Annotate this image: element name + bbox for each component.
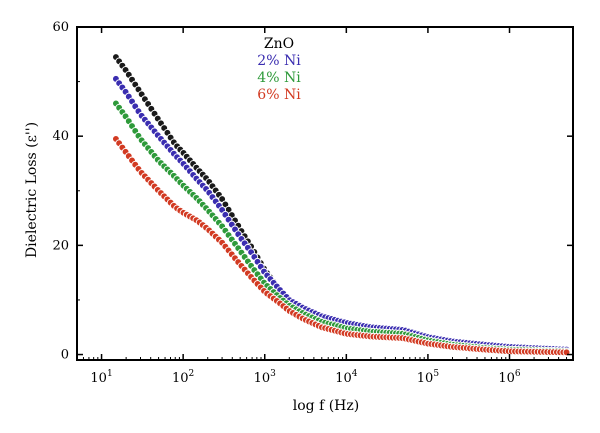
y-tick-label: 60 [52,20,69,35]
series-zno [112,53,571,355]
y-tick-label: 40 [52,129,69,144]
x-tick-label: 103 [254,369,277,386]
x-tick-label: 102 [172,369,194,386]
axes: 0 20 40 60 101 102 103 104 105 106 [52,20,574,386]
x-tick-label: 104 [335,369,358,386]
legend-entry: ZnO [264,36,294,52]
y-axis-title: Dielectric Loss (ε'') [24,122,40,258]
series-6-ni [112,135,571,357]
plot-area [112,53,571,357]
plot-frame [76,26,574,361]
y-tick-label: 0 [61,348,69,363]
legend-entry: 6% Ni [257,87,301,103]
legend-entry: 2% Ni [257,53,301,69]
x-tick-label: 101 [90,369,112,386]
x-tick-label: 106 [498,369,521,386]
series-4-ni [112,99,571,356]
x-axis-title: log f (Hz) [293,398,359,414]
y-tick-label: 20 [52,238,69,253]
legend-entry: 4% Ni [257,70,301,86]
x-tick-label: 105 [417,369,440,386]
